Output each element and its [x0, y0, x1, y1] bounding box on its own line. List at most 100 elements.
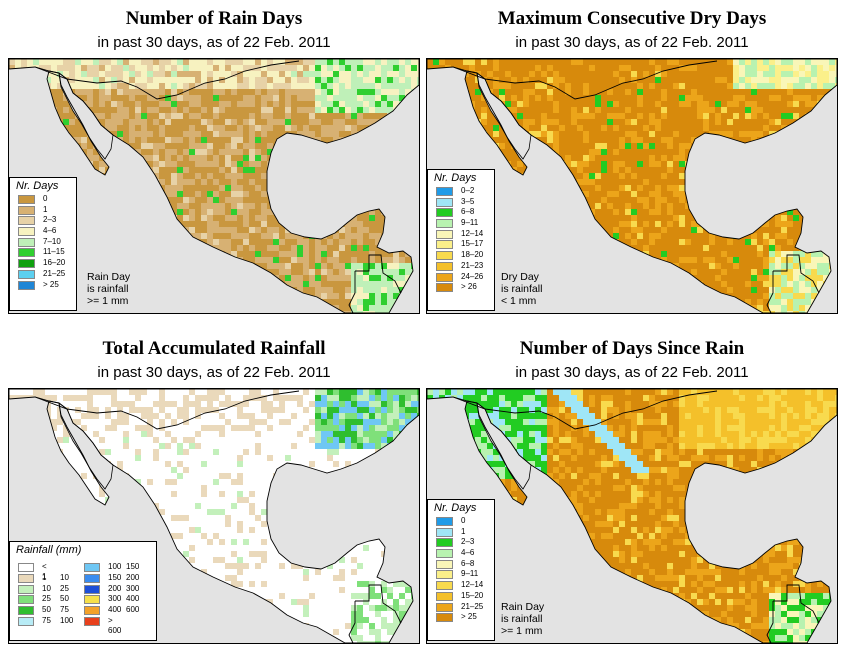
legend-swatch [84, 595, 100, 605]
legend-label-high: 200 [126, 572, 140, 582]
legend-entry: 6–8 [428, 559, 494, 570]
legend-title: Nr. Days [16, 180, 59, 192]
dry-day-note: Dry Day is rainfall < 1 mm [501, 271, 542, 307]
panel-total-rainfall: Total Accumulated Rainfall in past 30 da… [8, 330, 420, 655]
panel-title: Total Accumulated Rainfall [102, 338, 326, 359]
legend-swatch [84, 573, 100, 583]
legend-label-low: 1 [42, 572, 47, 582]
legend-entry: 9–11 [428, 218, 494, 229]
legend-swatch [436, 602, 453, 612]
legend-label-high: 150 [126, 562, 140, 571]
legend-swatch [18, 269, 35, 279]
legend-label: 1 [461, 526, 466, 536]
legend-swatch [436, 538, 453, 548]
legend-swatch [436, 229, 453, 239]
legend-label: 9–11 [461, 569, 479, 579]
legend-swatch [436, 219, 453, 229]
legend-entry: 24–26 [428, 272, 494, 283]
legend-label: > 25 [461, 612, 477, 622]
legend-label-high: 25 [60, 583, 69, 593]
legend-label: 12–14 [461, 580, 484, 590]
country-border [773, 584, 820, 624]
legend-entry: 18–20 [428, 250, 494, 261]
legend-entry: 3–5 [428, 197, 494, 208]
legend-swatch [436, 559, 453, 569]
note-line: is rainfall [87, 283, 129, 295]
legend-swatch [436, 581, 453, 591]
legend-label: 0 [43, 194, 48, 203]
legend-entry: 9–11 [428, 569, 494, 580]
panel-dry-days: Maximum Consecutive Dry Days in past 30 … [426, 0, 838, 325]
country-border [355, 254, 402, 294]
legend-label-low: < 1 [42, 562, 47, 581]
legend-label: 3–5 [461, 196, 475, 206]
legend-label: 1 [43, 204, 48, 214]
legend-label-low: 150 [108, 572, 122, 582]
legend-title: Nr. Days [434, 172, 477, 184]
map-days-since-rain: Nr. Days 0 1 2–3 4–6 6–8 9–11 12–14 15–20 21–25 >… [426, 388, 838, 644]
legend-label: 6–8 [461, 558, 475, 568]
legend-label-high: 10 [60, 572, 69, 582]
legend-swatch [18, 248, 35, 258]
legend-label-low: 50 [42, 605, 51, 615]
legend-entry: > 25 [10, 280, 76, 291]
legend-rain-days: Nr. Days 0 1 2–3 4–6 7–10 11–15 16–20 21–25 > 25 [9, 177, 77, 311]
panel-subtitle: in past 30 days, as of 22 Feb. 2011 [97, 364, 331, 381]
rain-day-note: Rain Day is rainfall >= 1 mm [501, 601, 544, 637]
legend-swatch [18, 280, 35, 290]
coastline [9, 59, 419, 313]
legend-dry-days: Nr. Days 0–2 3–5 6–8 9–11 12–14 15–17 18–20 21–… [427, 169, 495, 311]
legend-label: 9–11 [461, 218, 479, 228]
legend-label-low: 75 [42, 615, 51, 625]
legend-label: 7–10 [43, 236, 61, 246]
legend-swatch [84, 584, 100, 594]
note-line: < 1 mm [501, 295, 537, 307]
legend-label: 0–2 [461, 186, 475, 195]
note-line: is rainfall [501, 283, 543, 295]
legend-label: 4–6 [461, 548, 475, 558]
legend-swatch [436, 517, 453, 526]
legend-entry: 21–25 [428, 602, 494, 613]
legend-entry: 0 [428, 516, 494, 527]
note-line: >= 1 mm [87, 295, 129, 307]
legend-title: Rainfall (mm) [16, 544, 82, 556]
legend-swatch [436, 570, 453, 580]
legend-label: > 26 [461, 282, 477, 292]
legend-swatch [436, 549, 453, 559]
legend-label: 2–3 [461, 537, 475, 547]
panel-subtitle: in past 30 days, as of 22 Feb. 2011 [515, 364, 749, 381]
coastline [9, 389, 419, 643]
legend-entry: 1 [10, 205, 76, 216]
country-border [766, 601, 774, 643]
legend-entry: 0–2 [428, 186, 494, 197]
legend-entry: 2–3 [10, 215, 76, 226]
legend-label: 15–17 [461, 239, 484, 249]
legend-label-low: 400 [108, 605, 122, 615]
legend-entry: 21–25 [10, 269, 76, 280]
legend-entry: 12–14 [428, 580, 494, 591]
country-border [766, 271, 774, 313]
note-line: Rain Day [87, 271, 131, 283]
legend-entry: 15–20 [428, 591, 494, 602]
country-border [773, 254, 820, 294]
legend-swatch [18, 216, 35, 226]
legend-swatch [18, 227, 35, 237]
legend-entry: 21–23 [428, 261, 494, 272]
map-svg [427, 389, 837, 643]
baja-coastline [464, 400, 528, 506]
legend-days-since-rain: Nr. Days 0 1 2–3 4–6 6–8 9–11 12–14 15–20 21–25 >… [427, 499, 495, 641]
legend-label-low: 200 [108, 583, 122, 593]
legend-swatch [18, 563, 34, 572]
legend-label: 4–6 [43, 226, 57, 236]
legend-swatch [436, 527, 453, 537]
legend-label-low: > 600 [108, 615, 122, 635]
legend-swatch [436, 208, 453, 218]
legend-label: 21–25 [461, 601, 484, 611]
legend-entry: 4–6 [428, 548, 494, 559]
legend-swatch [18, 595, 34, 605]
rain-day-note: Rain Day is rainfall >= 1 mm [87, 271, 130, 307]
legend-entry: 1 [428, 527, 494, 538]
note-line: Rain Day [501, 601, 545, 613]
legend-swatch [18, 195, 35, 204]
country-border [348, 601, 356, 643]
